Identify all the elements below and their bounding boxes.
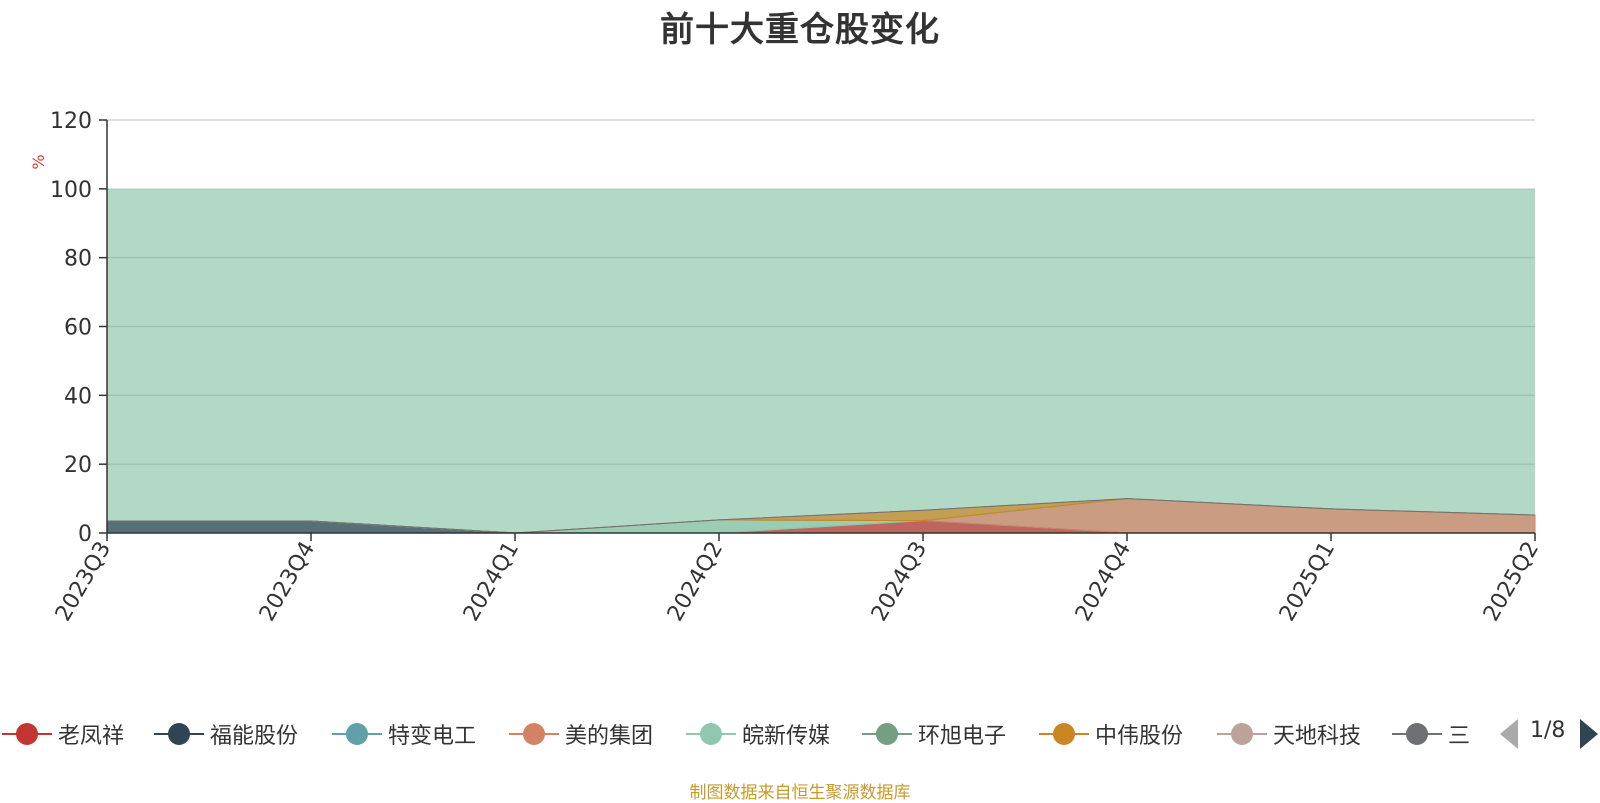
- legend-label: 美的集团: [565, 724, 654, 749]
- legend-label: 环旭电子: [918, 724, 1007, 749]
- x-tick-label: 2023Q3: [51, 538, 116, 626]
- legend-label: 皖新传媒: [742, 724, 831, 749]
- x-tick-label: 2024Q2: [663, 538, 728, 626]
- legend-label: 三: [1448, 724, 1471, 749]
- area-series: [107, 498, 1536, 534]
- background-band: [107, 188, 1535, 534]
- y-tick-label: 20: [64, 453, 92, 478]
- x-tick-label: 2024Q3: [867, 538, 932, 626]
- y-tick-label: 40: [64, 384, 92, 409]
- legend-marker-icon: [509, 723, 559, 745]
- legend-marker-icon: [332, 723, 382, 745]
- triangle-left-icon[interactable]: [1500, 719, 1518, 749]
- x-tick-label: 2025Q1: [1275, 538, 1340, 626]
- x-tick-label: 2023Q4: [255, 538, 320, 626]
- x-tick-label: 2024Q1: [459, 538, 524, 626]
- legend-label: 中伟股份: [1095, 724, 1184, 749]
- x-tick-label: 2025Q2: [1479, 538, 1544, 626]
- y-tick-label: 0: [78, 522, 92, 547]
- legend-viewport: 老凤祥 福能股份 特变电工 美的集团 皖新传媒 环旭电子 中伟股份 天地科技 三: [0, 716, 1478, 752]
- legend-marker-icon: [686, 723, 736, 745]
- legend-marker-icon: [2, 723, 52, 745]
- legend-label: 特变电工: [388, 724, 477, 749]
- chart-area: 0 20 40 60 80 100 120 2023Q3 2023Q4 2024Q1 2024Q2…: [29, 109, 1544, 626]
- y-tick-label: 60: [64, 316, 92, 341]
- legend-marker-icon: [862, 723, 912, 745]
- legend-marker-icon: [1217, 723, 1267, 745]
- x-tick-label: 2024Q4: [1071, 538, 1136, 626]
- legend-marker-icon: [1392, 723, 1442, 745]
- chart-title: 前十大重仓股变化: [660, 10, 940, 50]
- legend: 老凤祥 福能股份 特变电工 美的集团 皖新传媒 环旭电子 中伟股份 天地科技 三: [0, 716, 1600, 752]
- legend-marker-icon: [1039, 723, 1089, 745]
- legend-page-indicator: 1/8: [1530, 718, 1566, 743]
- y-tick-label: 120: [50, 109, 92, 134]
- legend-label: 天地科技: [1273, 724, 1362, 749]
- legend-label: 老凤祥: [58, 724, 125, 749]
- y-tick-label: 100: [50, 178, 92, 203]
- triangle-right-icon[interactable]: [1580, 719, 1598, 749]
- data-source-note: 制图数据来自恒生聚源数据库: [689, 783, 911, 803]
- legend-marker-icon: [154, 723, 204, 745]
- y-axis-unit: %: [29, 154, 48, 169]
- y-tick-label: 80: [64, 247, 92, 272]
- legend-label: 福能股份: [210, 724, 299, 749]
